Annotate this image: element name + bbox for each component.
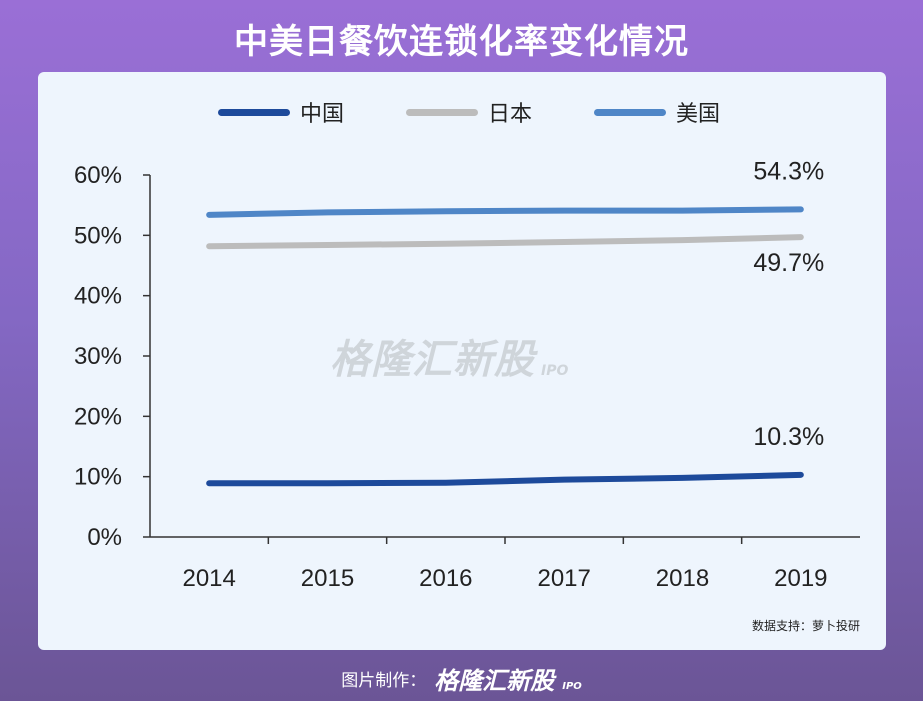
chart-legend: 中国 日本 美国 bbox=[218, 96, 720, 128]
data-label: 54.3% bbox=[753, 157, 824, 185]
x-tick-label: 2014 bbox=[182, 565, 235, 592]
legend-swatch bbox=[594, 108, 667, 116]
watermark: 格隆汇新股 IPO bbox=[330, 327, 568, 385]
legend-swatch bbox=[406, 108, 479, 116]
x-tick-label: 2016 bbox=[419, 565, 472, 592]
legend-label: 美国 bbox=[676, 102, 721, 127]
y-tick-label: 50% bbox=[74, 222, 122, 249]
footer-brand-logo: 格隆汇新股 bbox=[434, 667, 555, 695]
y-tick-label: 20% bbox=[74, 403, 122, 430]
data-label: 49.7% bbox=[753, 249, 824, 277]
data-label: 10.3% bbox=[753, 423, 824, 451]
legend-label: 日本 bbox=[488, 102, 533, 127]
x-tick-label: 2019 bbox=[774, 565, 827, 592]
y-tick-label: 60% bbox=[74, 162, 122, 189]
y-tick-label: 30% bbox=[74, 343, 122, 370]
watermark-text: 格隆汇新股 bbox=[330, 337, 535, 383]
line-chart: 0% 10% 20% 30% 40% 50% 60% 2014 2015 2016 2017 2018… bbox=[74, 157, 860, 592]
footer-label: 图片制作： bbox=[341, 671, 427, 691]
legend-item: 日本 bbox=[406, 96, 532, 128]
x-tick-label: 2017 bbox=[537, 565, 590, 592]
footer: 图片制作： 格隆汇新股 IPO bbox=[0, 661, 923, 696]
legend-item: 美国 bbox=[594, 96, 720, 128]
legend-label: 中国 bbox=[300, 102, 345, 127]
page-title: 中美日餐饮连锁化率变化情况 bbox=[234, 22, 689, 62]
legend-item: 中国 bbox=[218, 96, 344, 128]
y-tick-label: 40% bbox=[74, 283, 122, 310]
series-line-3 bbox=[206, 206, 804, 218]
series-line-2 bbox=[206, 234, 804, 250]
legend-swatch bbox=[218, 108, 290, 116]
x-tick-label: 2018 bbox=[656, 565, 709, 592]
data-source-note: 数据支持：萝卜投研 bbox=[751, 619, 860, 633]
y-tick-label: 10% bbox=[74, 464, 122, 491]
watermark-sub: IPO bbox=[541, 363, 569, 379]
chart-panel: 0% 10% 20% 30% 40% 50% 60% 2014 2015 2016 2017 2018… bbox=[38, 72, 886, 650]
x-tick-label: 2015 bbox=[301, 565, 354, 592]
series-line-1 bbox=[206, 471, 804, 487]
footer-brand-sub: IPO bbox=[562, 681, 582, 692]
y-tick-label: 0% bbox=[87, 524, 122, 551]
